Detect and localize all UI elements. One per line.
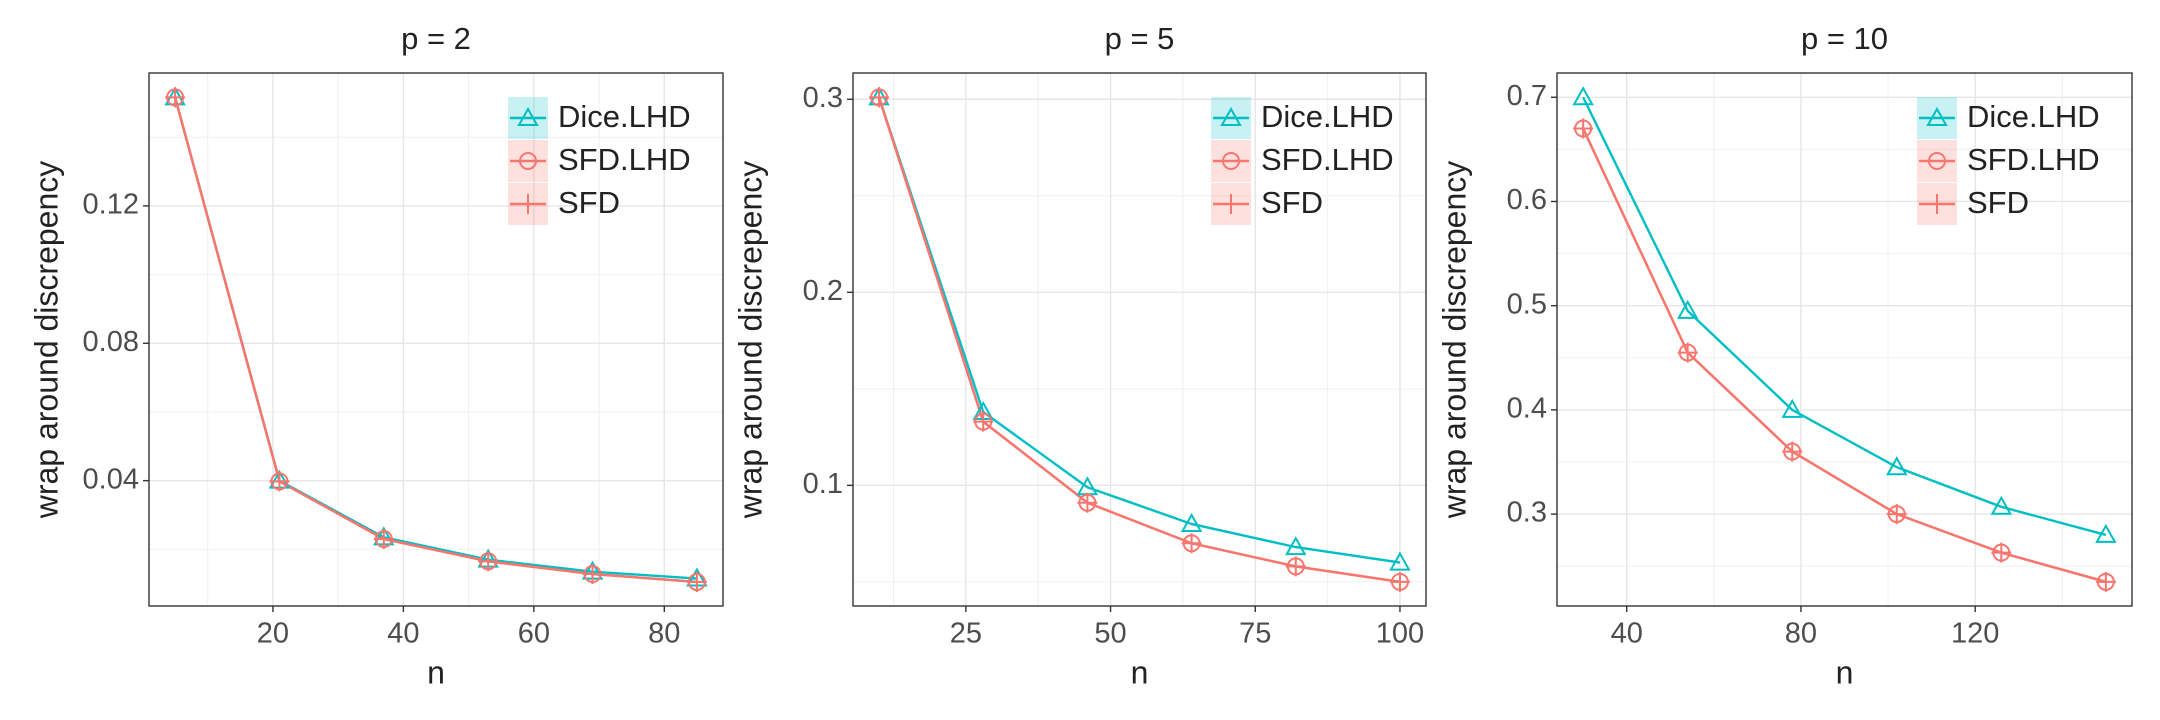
y-tick-label: 0.3 <box>1507 497 1547 529</box>
marker <box>1389 551 1411 571</box>
y-tick-label: 0.3 <box>803 82 843 114</box>
legend-marker <box>1928 152 1946 170</box>
legend-marker <box>1221 194 1241 214</box>
marker <box>1573 118 1594 139</box>
marker <box>973 411 994 432</box>
legend-label: Dice.LHD <box>558 99 691 134</box>
legend-marker <box>1220 106 1242 126</box>
marker <box>869 87 890 108</box>
marker <box>1990 495 2013 515</box>
panel-background <box>853 73 1426 606</box>
panel-background <box>149 73 723 606</box>
x-axis-title: n <box>1131 654 1149 690</box>
legend-label: Dice.LHD <box>1261 99 1394 134</box>
panel-border <box>1556 72 2133 607</box>
x-tick-label: 20 <box>257 618 289 650</box>
x-tick-label: 50 <box>1094 618 1126 650</box>
marker <box>1677 342 1698 363</box>
y-tick-label: 0.04 <box>83 463 139 495</box>
legend-label: SFD <box>1261 185 1323 220</box>
marker <box>1781 398 1803 418</box>
x-tick-label: 80 <box>648 618 680 650</box>
y-tick-label: 0.4 <box>1507 393 1547 425</box>
chart-title: p = 10 <box>1801 21 1888 56</box>
marker <box>1886 456 1908 476</box>
y-tick-label: 0.7 <box>1507 80 1547 112</box>
marker <box>1389 571 1410 592</box>
marker <box>373 529 394 550</box>
y-tick-label: 0.6 <box>1507 184 1547 216</box>
y-tick-label: 0.12 <box>83 189 139 221</box>
legend-marker <box>1222 152 1240 170</box>
legend-marker <box>1927 194 1947 214</box>
series-line <box>1582 128 2107 583</box>
marker <box>1676 299 1699 319</box>
series-line <box>1582 96 2107 537</box>
x-tick-label: 40 <box>1611 618 1643 650</box>
y-axis-title: wrap around discrepency <box>28 161 64 520</box>
legend-label: SFD.LHD <box>1261 142 1394 177</box>
legend-marker <box>1926 106 1948 126</box>
x-tick-label: 75 <box>1239 618 1271 650</box>
x-tick-label: 100 <box>1376 618 1424 650</box>
x-axis-title: n <box>1836 654 1854 690</box>
legend-label: SFD.LHD <box>558 142 691 177</box>
marker <box>1886 504 1907 525</box>
y-tick-label: 0.08 <box>83 326 139 358</box>
x-tick-label: 120 <box>1951 618 1999 650</box>
marker <box>1285 556 1306 577</box>
y-axis-title: wrap around discrepency <box>732 161 768 520</box>
panel-border <box>852 72 1427 607</box>
marker <box>1285 536 1307 556</box>
y-axis-title: wrap around discrepency <box>1436 161 1472 520</box>
marker <box>582 564 603 585</box>
marker <box>1180 512 1203 532</box>
marker <box>2095 571 2116 592</box>
legend-label: SFD <box>1967 185 2029 220</box>
marker <box>165 87 186 108</box>
x-axis-title: n <box>427 654 445 690</box>
marker <box>2095 523 2117 543</box>
marker <box>1181 533 1202 554</box>
y-tick-label: 0.1 <box>803 468 843 500</box>
series-line <box>877 96 1401 584</box>
legend-label: SFD.LHD <box>1967 142 2100 177</box>
legend-label: Dice.LHD <box>1967 99 2100 134</box>
marker <box>1782 441 1803 462</box>
marker <box>478 551 499 572</box>
marker <box>686 571 707 592</box>
legend-marker <box>517 106 539 126</box>
y-tick-label: 0.2 <box>803 275 843 307</box>
x-tick-label: 60 <box>518 618 550 650</box>
chart-title: p = 2 <box>401 21 471 56</box>
series-line <box>173 97 697 584</box>
panel-border <box>148 72 724 607</box>
x-tick-label: 40 <box>387 618 419 650</box>
marker <box>1572 86 1594 106</box>
marker <box>269 471 290 492</box>
y-tick-label: 0.5 <box>1507 288 1547 320</box>
x-tick-label: 80 <box>1785 618 1817 650</box>
legend-marker <box>519 152 537 170</box>
marker <box>1077 492 1098 513</box>
x-tick-label: 25 <box>950 618 982 650</box>
chart-title: p = 5 <box>1105 21 1175 56</box>
marker <box>1991 542 2012 563</box>
series-line <box>877 96 1401 564</box>
legend-label: SFD <box>558 185 620 220</box>
legend-marker <box>518 194 538 214</box>
